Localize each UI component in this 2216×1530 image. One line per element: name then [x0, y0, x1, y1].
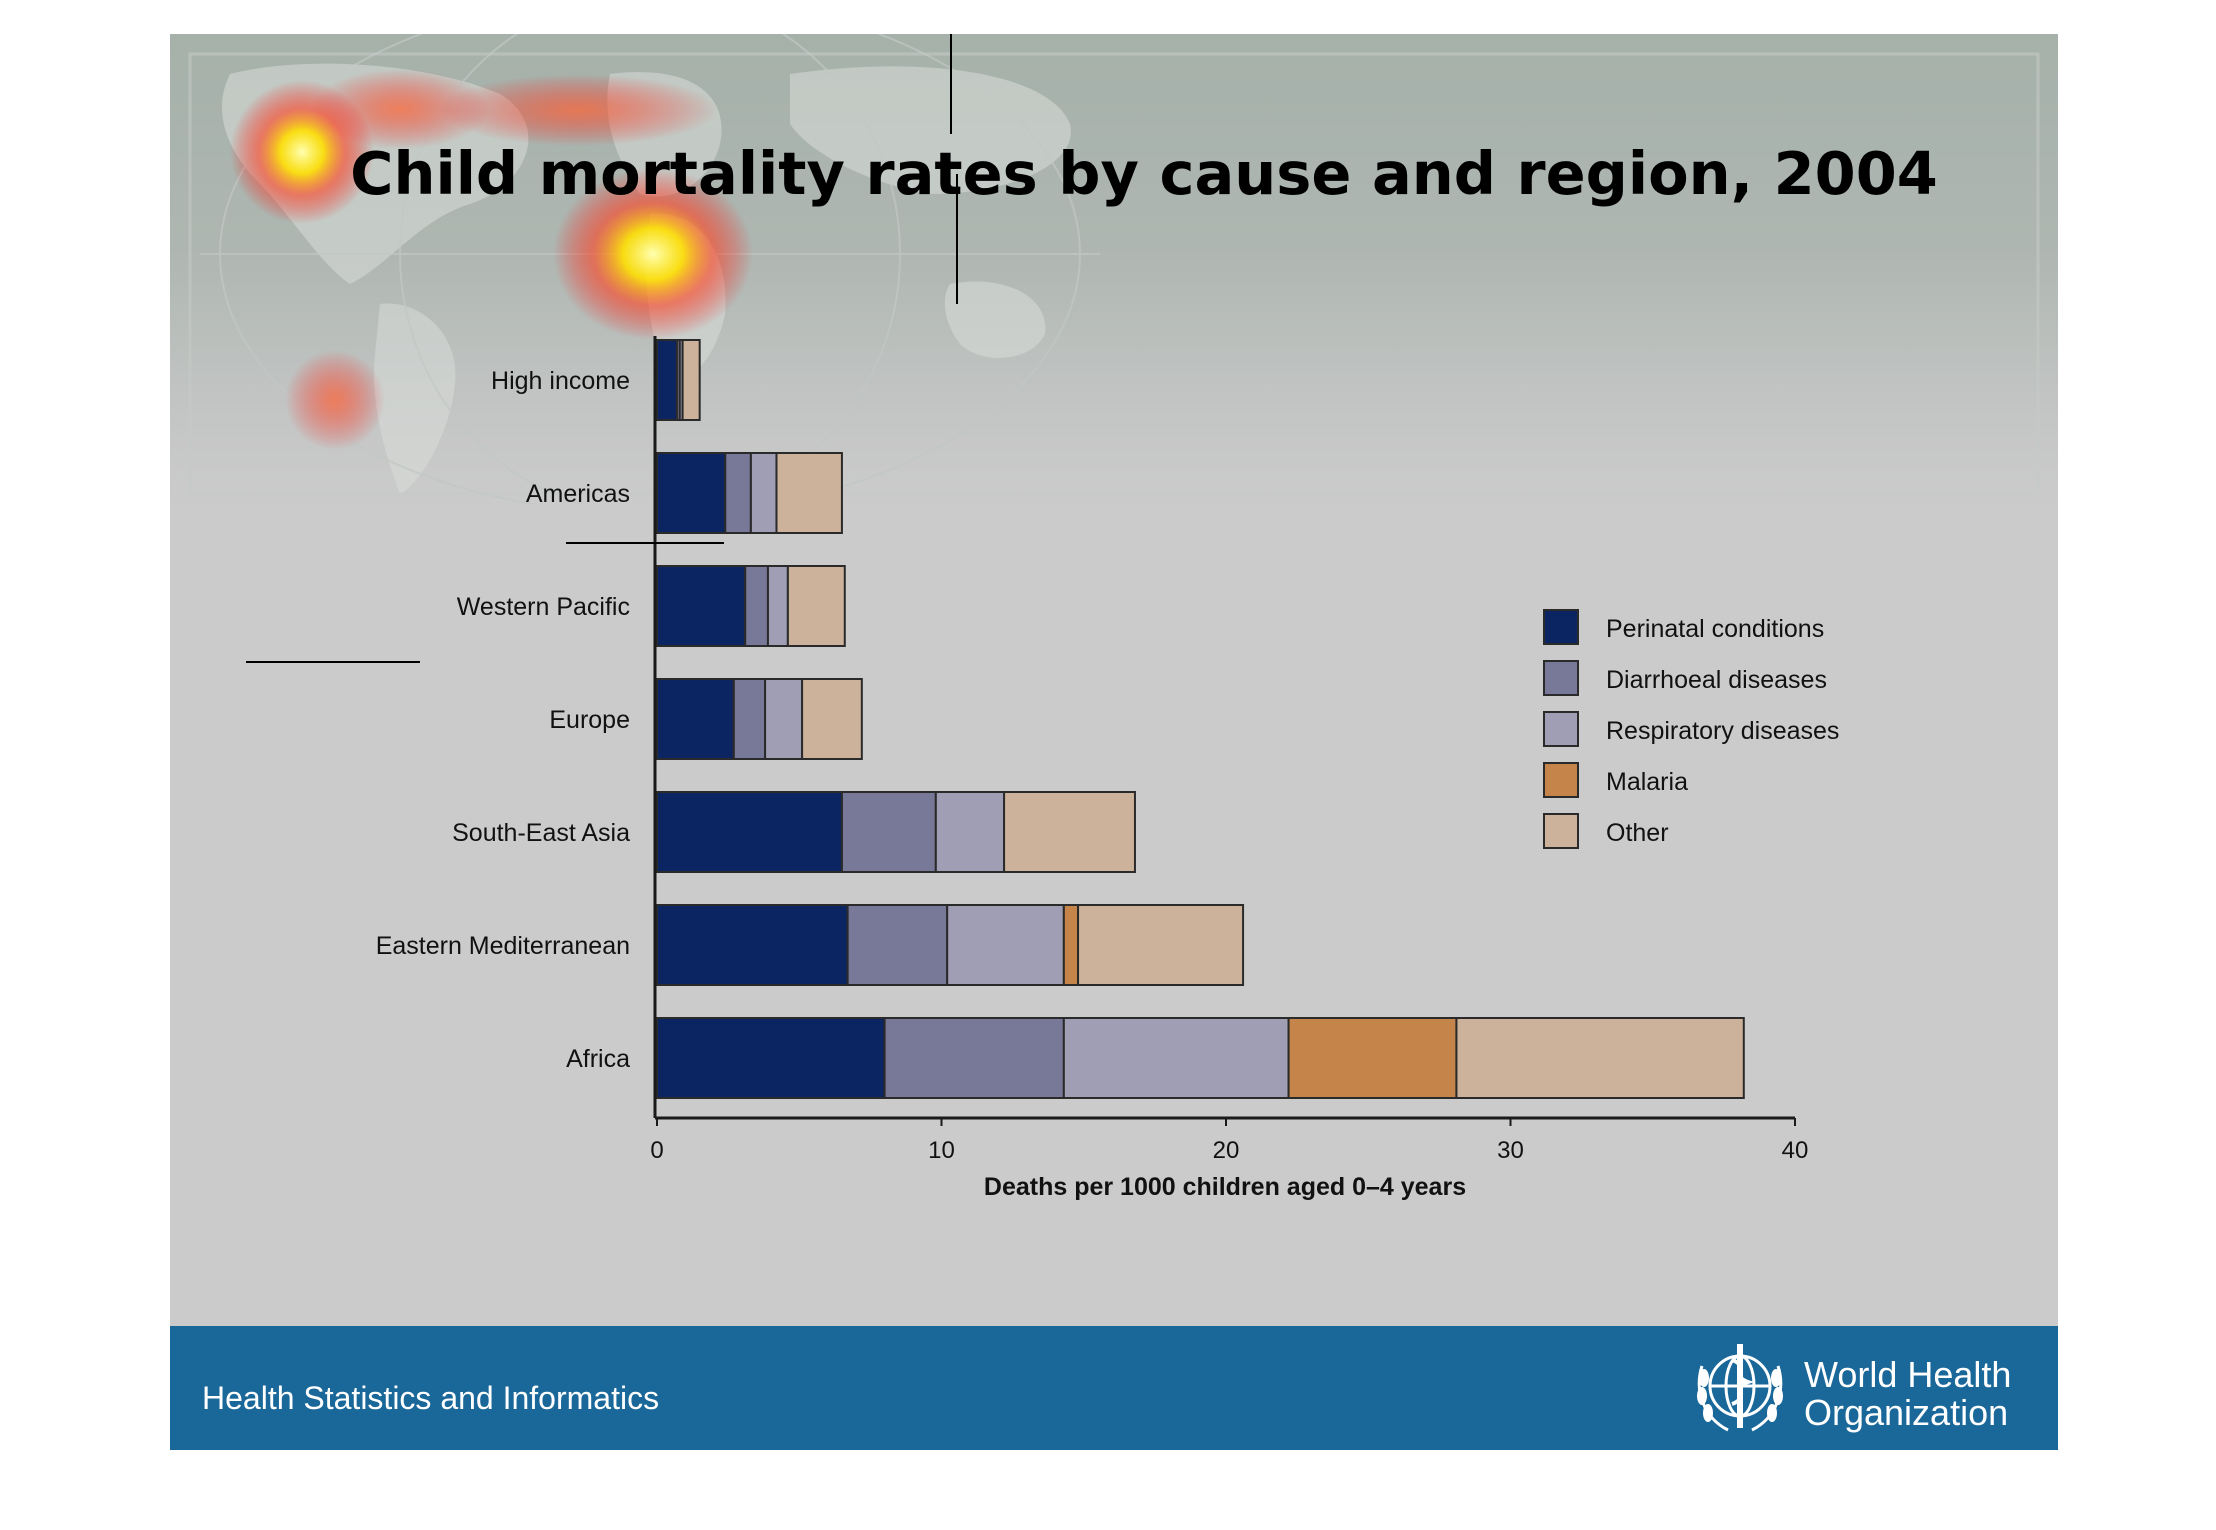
- heatmap-overlay: [230, 69, 753, 450]
- legend-label: Perinatal conditions: [1606, 615, 1824, 643]
- category-label: Europe: [549, 706, 630, 734]
- bar-segment: [840, 791, 937, 873]
- legend-swatch: [1543, 711, 1579, 747]
- legend-swatch: [1543, 609, 1579, 645]
- world-map-header-background: [170, 34, 2058, 515]
- legend-label: Other: [1606, 819, 1669, 847]
- bar-segment: [1003, 791, 1136, 873]
- slide: Child mortality rates by cause and regio…: [170, 34, 2058, 1450]
- annotation-line: [956, 174, 958, 304]
- bar-segment: [732, 678, 767, 760]
- bar-segment: [934, 791, 1006, 873]
- legend-label: Respiratory diseases: [1606, 717, 1839, 745]
- bar-segment: [656, 339, 678, 421]
- bar-segment: [656, 452, 727, 534]
- bar-segment: [656, 1017, 886, 1099]
- org-name-line2: Organization: [1804, 1392, 2009, 1433]
- category-label: South-East Asia: [452, 819, 630, 847]
- bar-segment: [775, 452, 843, 534]
- bar-segment: [946, 904, 1065, 986]
- category-label: Americas: [526, 480, 630, 508]
- bar-segment: [749, 452, 778, 534]
- annotation-line: [950, 34, 952, 134]
- bar-segment: [744, 565, 769, 647]
- bar-segment: [1455, 1017, 1745, 1099]
- bar-segment: [1287, 1017, 1458, 1099]
- x-tick-label: 40: [1782, 1137, 1809, 1164]
- footer-department-name: Health Statistics and Informatics: [202, 1380, 660, 1416]
- who-emblem-icon: [1697, 1344, 1783, 1432]
- bar-segment: [724, 452, 752, 534]
- bar-segment: [846, 904, 949, 986]
- x-tick-label: 30: [1497, 1137, 1524, 1164]
- bar-segment: [764, 678, 804, 760]
- bar-segment: [1062, 1017, 1290, 1099]
- bar-segment: [656, 678, 735, 760]
- category-label: Africa: [566, 1045, 630, 1073]
- bar-segment: [656, 791, 843, 873]
- category-label: High income: [491, 367, 630, 395]
- annotation-line: [246, 661, 420, 663]
- bar-segment: [1077, 904, 1245, 986]
- bar-segment: [801, 678, 863, 760]
- category-label: Western Pacific: [457, 593, 630, 621]
- bar-segment: [681, 339, 701, 421]
- bar-segment: [883, 1017, 1065, 1099]
- legend-swatch: [1543, 762, 1579, 798]
- chart-legend: Perinatal conditions Diarrhoeal diseases R…: [1543, 609, 1839, 849]
- legend-label: Malaria: [1606, 768, 1688, 796]
- bar-segment: [766, 565, 789, 647]
- x-tick-label: 0: [650, 1137, 663, 1164]
- bar-segment: [1062, 904, 1080, 986]
- chart-title: Child mortality rates by cause and regio…: [350, 139, 1938, 208]
- stacked-bar-chart: High income Americas Western Pacific Europe…: [376, 336, 1839, 1201]
- legend-label: Diarrhoeal diseases: [1606, 666, 1827, 694]
- legend-swatch: [1543, 660, 1579, 696]
- organization-name: World Health Organization: [1804, 1356, 2011, 1432]
- legend-swatch: [1543, 813, 1579, 849]
- org-name-line1: World Health: [1804, 1354, 2012, 1395]
- x-axis-label: Deaths per 1000 children aged 0–4 years: [984, 1173, 1466, 1201]
- x-tick-label: 10: [928, 1137, 955, 1164]
- category-label: Eastern Mediterranean: [376, 932, 630, 960]
- x-tick-label: 20: [1213, 1137, 1240, 1164]
- bar-segment: [656, 904, 849, 986]
- bar-segment: [786, 565, 846, 647]
- bar-segment: [656, 565, 747, 647]
- footer-bar: Health Statistics and Informatics World …: [170, 1326, 2058, 1450]
- annotation-line: [566, 542, 724, 544]
